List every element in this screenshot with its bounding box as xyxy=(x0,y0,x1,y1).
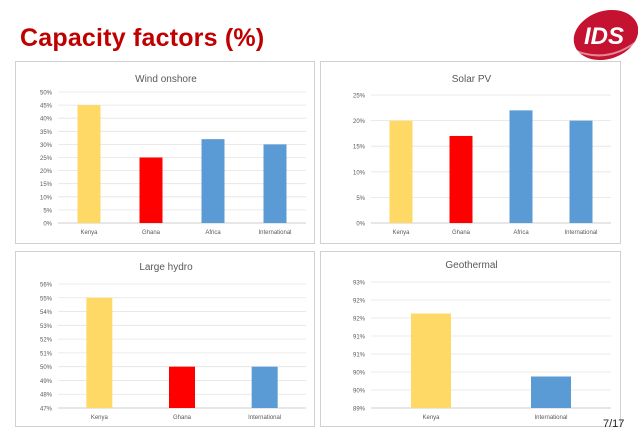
y-tick-label: 49% xyxy=(40,379,53,385)
y-tick-label: 15% xyxy=(353,145,366,151)
x-tick-label: International xyxy=(248,415,281,421)
bar-ghana xyxy=(169,366,195,408)
y-tick-label: 20% xyxy=(40,169,53,175)
y-tick-label: 25% xyxy=(40,156,53,162)
bar-africa xyxy=(201,139,225,223)
bar-kenya xyxy=(411,313,451,408)
y-tick-label: 0% xyxy=(43,222,52,228)
x-tick-label: Kenya xyxy=(91,415,109,421)
y-tick-label: 5% xyxy=(356,196,365,202)
y-tick-label: 15% xyxy=(40,182,53,188)
logo-text: IDS xyxy=(584,23,624,50)
y-tick-label: 50% xyxy=(40,91,53,97)
chart-title: Large hydro xyxy=(139,262,193,273)
y-tick-label: 56% xyxy=(40,283,53,289)
y-tick-label: 93% xyxy=(353,281,366,287)
chart-title: Wind onshore xyxy=(135,74,197,85)
y-tick-label: 90% xyxy=(353,371,366,377)
x-tick-label: Ghana xyxy=(452,230,471,236)
y-tick-label: 91% xyxy=(353,353,366,359)
y-tick-label: 54% xyxy=(40,310,53,316)
x-tick-label: Kenya xyxy=(80,230,98,236)
bar-ghana xyxy=(139,157,163,223)
chart-svg: Solar PV 0% 5% 10% 15% 20% 25% Kenya Ghana Africa… xyxy=(353,74,611,236)
chart-geothermal: Geothermal 89% 90% 90% 91% 91% 92% 92% 93% Kenya I… xyxy=(320,251,621,427)
y-tick-label: 53% xyxy=(40,324,53,330)
y-tick-label: 52% xyxy=(40,338,53,344)
y-tick-label: 91% xyxy=(353,335,366,341)
chart-svg: Wind onshore 0% 5% 10% 15% 20% 25% 30% 35% 40% 45%… xyxy=(40,74,306,236)
x-tick-label: International xyxy=(534,415,567,421)
chart-large-hydro: Large hydro 47% 48% 49% 50% 51% 52% 53% 54% 55% 56… xyxy=(15,251,315,427)
chart-svg: Large hydro 47% 48% 49% 50% 51% 52% 53% 54% 55% 56… xyxy=(40,262,306,421)
y-tick-label: 51% xyxy=(40,351,53,357)
x-tick-label: Africa xyxy=(205,230,221,236)
y-tick-label: 55% xyxy=(40,296,53,302)
bar-kenya xyxy=(77,105,101,223)
y-tick-label: 45% xyxy=(40,104,53,110)
x-tick-label: Africa xyxy=(513,230,529,236)
y-tick-label: 47% xyxy=(40,407,53,413)
bar-international xyxy=(531,376,571,408)
chart-svg: Geothermal 89% 90% 90% 91% 91% 92% 92% 93% Kenya I… xyxy=(353,260,611,421)
bar-international xyxy=(569,120,593,223)
bar-kenya xyxy=(389,120,413,223)
bar-africa xyxy=(509,110,533,223)
x-tick-label: International xyxy=(258,230,291,236)
y-tick-label: 35% xyxy=(40,130,53,136)
y-tick-label: 89% xyxy=(353,407,366,413)
bar-kenya xyxy=(86,297,113,408)
y-tick-label: 48% xyxy=(40,393,53,399)
x-tick-label: Ghana xyxy=(173,415,192,421)
bar-ghana xyxy=(449,135,473,223)
y-tick-label: 30% xyxy=(40,143,53,149)
y-tick-label: 5% xyxy=(43,208,52,214)
y-tick-label: 0% xyxy=(356,222,365,228)
page-number: 7/17 xyxy=(603,418,625,430)
y-tick-label: 10% xyxy=(40,195,53,201)
x-tick-label: International xyxy=(564,230,597,236)
chart-wind-onshore: Wind onshore 0% 5% 10% 15% 20% 25% 30% 35% 40% 45%… xyxy=(15,61,315,244)
bar-international xyxy=(263,144,287,223)
y-tick-label: 10% xyxy=(353,170,366,176)
chart-solar-pv: Solar PV 0% 5% 10% 15% 20% 25% Kenya Ghana Africa… xyxy=(320,61,621,244)
y-tick-label: 25% xyxy=(353,94,366,100)
chart-title: Geothermal xyxy=(445,260,497,271)
bar-international xyxy=(251,366,278,408)
y-tick-label: 90% xyxy=(353,389,366,395)
y-tick-label: 20% xyxy=(353,119,366,125)
ids-logo: IDS xyxy=(573,10,638,60)
slide-title: Capacity factors (%) xyxy=(20,24,265,52)
chart-title: Solar PV xyxy=(452,74,492,85)
y-tick-label: 50% xyxy=(40,365,53,371)
y-tick-label: 40% xyxy=(40,117,53,123)
y-tick-label: 92% xyxy=(353,317,366,323)
y-tick-label: 92% xyxy=(353,299,366,305)
x-tick-label: Kenya xyxy=(422,415,440,421)
x-tick-label: Kenya xyxy=(392,230,410,236)
x-tick-label: Ghana xyxy=(142,230,161,236)
